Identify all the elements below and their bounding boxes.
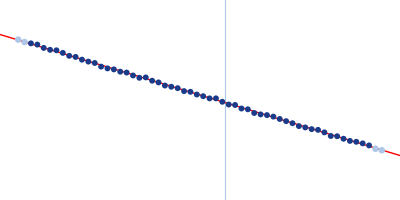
Point: [206, 97, 213, 100]
Point: [321, 131, 328, 134]
Point: [168, 85, 174, 88]
Point: [366, 144, 372, 147]
Point: [155, 81, 162, 84]
Point: [21, 40, 28, 44]
Point: [194, 93, 200, 96]
Point: [130, 74, 136, 77]
Point: [79, 58, 85, 61]
Point: [53, 49, 60, 52]
Point: [111, 68, 117, 71]
Point: [181, 89, 187, 93]
Point: [40, 46, 47, 50]
Point: [258, 113, 264, 116]
Point: [334, 135, 340, 138]
Point: [92, 61, 98, 65]
Point: [347, 139, 353, 142]
Point: [104, 67, 111, 70]
Point: [315, 128, 321, 131]
Point: [213, 97, 219, 100]
Point: [232, 103, 238, 107]
Point: [142, 76, 149, 79]
Point: [226, 103, 232, 106]
Point: [245, 108, 251, 111]
Point: [174, 87, 181, 90]
Point: [117, 70, 124, 73]
Point: [149, 79, 155, 82]
Point: [124, 71, 130, 74]
Point: [85, 60, 92, 63]
Point: [60, 51, 66, 54]
Point: [276, 117, 283, 121]
Point: [15, 38, 21, 41]
Point: [66, 54, 72, 57]
Point: [353, 140, 360, 143]
Point: [308, 128, 315, 131]
Point: [264, 114, 270, 117]
Point: [28, 42, 34, 45]
Point: [289, 122, 296, 125]
Point: [219, 100, 226, 103]
Point: [187, 90, 194, 93]
Point: [98, 65, 104, 68]
Point: [251, 111, 258, 115]
Point: [340, 137, 347, 140]
Point: [34, 43, 40, 46]
Point: [200, 95, 206, 98]
Point: [283, 120, 289, 123]
Point: [136, 76, 142, 79]
Point: [47, 48, 53, 51]
Point: [270, 115, 276, 118]
Point: [72, 55, 79, 59]
Point: [296, 124, 302, 128]
Point: [302, 126, 308, 129]
Point: [379, 149, 385, 152]
Point: [372, 147, 379, 150]
Point: [360, 142, 366, 145]
Point: [238, 107, 245, 110]
Point: [162, 84, 168, 87]
Point: [328, 134, 334, 138]
